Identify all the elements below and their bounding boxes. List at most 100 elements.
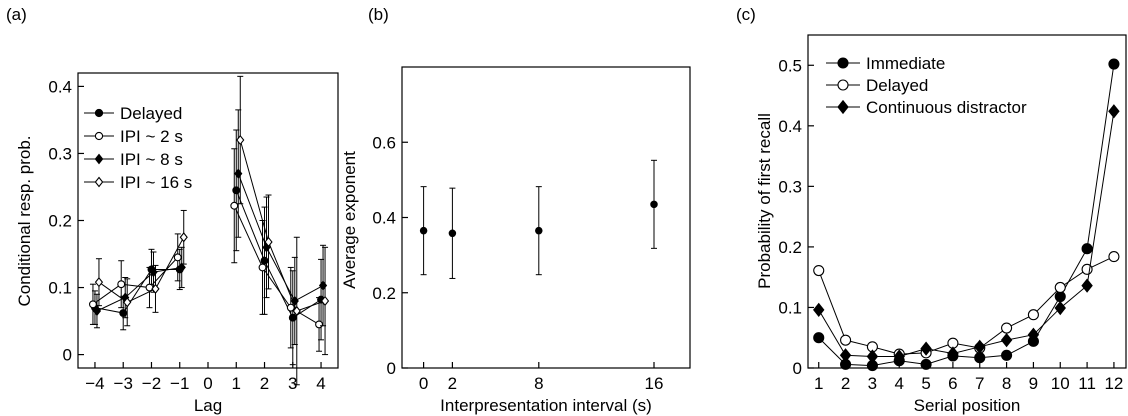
data-point bbox=[89, 300, 97, 309]
data-point bbox=[292, 305, 301, 317]
data-point bbox=[1054, 291, 1066, 303]
data-point bbox=[947, 346, 959, 361]
series-line bbox=[98, 237, 185, 303]
x-tick-label: 8 bbox=[1002, 374, 1011, 393]
y-tick-label: 0.3 bbox=[48, 144, 72, 163]
x-tick-label: 1 bbox=[232, 374, 241, 393]
legend-label-ipi-2-s: IPI ~ 2 s bbox=[120, 127, 183, 146]
x-tick-label: 1 bbox=[814, 374, 823, 393]
series-delayed bbox=[813, 251, 1120, 360]
data-point bbox=[1108, 251, 1120, 263]
data-point bbox=[650, 200, 658, 209]
legend-marker-immediate bbox=[837, 57, 849, 69]
x-tick-label: 2 bbox=[841, 374, 850, 393]
panel-b-label: (b) bbox=[368, 5, 389, 24]
panel-a-legend: Delayed IPI ~ 2 s IPI ~ 8 s IPI ~ 16 s bbox=[84, 104, 192, 192]
panel-a-label: (a) bbox=[6, 5, 27, 24]
data-point bbox=[117, 280, 126, 289]
y-tick-label: 0.4 bbox=[372, 209, 396, 228]
series-ipi-16-s bbox=[94, 75, 330, 386]
data-point bbox=[151, 283, 160, 295]
series-line bbox=[239, 139, 326, 312]
legend-label-continuous-distractor: Continuous distractor bbox=[866, 98, 1027, 117]
data-point bbox=[1001, 322, 1013, 334]
x-tick-label: 0 bbox=[203, 374, 212, 393]
panel-a-y-axis-label: Conditional resp. prob. bbox=[15, 135, 34, 306]
panel-b-x-axis-label: Interpresentation interval (s) bbox=[440, 396, 652, 415]
x-tick-label: −1 bbox=[170, 374, 189, 393]
panel-a-x-ticks: −4 −3 −2 −1 0 1 2 3 4 bbox=[85, 362, 326, 393]
y-tick-label: 0.1 bbox=[48, 279, 72, 298]
data-point bbox=[840, 334, 852, 346]
y-tick-label: 0.6 bbox=[372, 133, 396, 152]
series-line bbox=[818, 111, 1115, 357]
data-point bbox=[839, 348, 852, 363]
data-point bbox=[230, 201, 239, 210]
x-tick-label: 3 bbox=[288, 374, 297, 393]
panel-c-y-axis-label: Probability of first recall bbox=[755, 113, 774, 289]
panel-b-x-ticks: 0 2 8 16 bbox=[419, 362, 664, 393]
x-tick-label: 12 bbox=[1104, 374, 1123, 393]
data-point bbox=[813, 264, 825, 277]
data-point bbox=[315, 320, 323, 329]
legend-marker-delayed bbox=[94, 108, 104, 118]
x-tick-label: 9 bbox=[1029, 374, 1038, 393]
data-point bbox=[535, 226, 543, 235]
data-point bbox=[1000, 333, 1013, 348]
legend-marker-delayed bbox=[837, 79, 849, 91]
data-point bbox=[974, 339, 986, 354]
data-point bbox=[258, 263, 267, 272]
data-point bbox=[236, 134, 245, 146]
panel-c: (c) 1 2 3 4 5 6 7 8 9 10 11 12 00.10.20.30.40.5 Imm… bbox=[736, 5, 1127, 415]
panel-b-y-axis-label: Average exponent bbox=[340, 151, 359, 289]
x-tick-label: 7 bbox=[975, 374, 984, 393]
series-line bbox=[237, 173, 324, 302]
panel-c-x-axis-label: Serial position bbox=[914, 396, 1021, 415]
legend-label-delayed: Delayed bbox=[866, 76, 928, 95]
data-point bbox=[1108, 104, 1120, 119]
x-tick-label: 16 bbox=[645, 374, 664, 393]
data-point bbox=[1081, 278, 1093, 293]
series-average-exponent bbox=[419, 159, 658, 279]
series-line bbox=[94, 268, 180, 314]
data-point bbox=[92, 305, 102, 317]
panel-c-y-ticks: 0 0.1 0.2 0.3 0.4 0.5 bbox=[778, 56, 814, 378]
panel-b: (b) 0 2 8 16 0 0.2 0.4 0.6 Interpresentation i… bbox=[340, 5, 691, 415]
legend-label-ipi-16-s: IPI ~ 16 s bbox=[120, 173, 192, 192]
legend-label-delayed: Delayed bbox=[120, 104, 182, 123]
x-tick-label: 4 bbox=[895, 374, 904, 393]
data-point bbox=[419, 226, 428, 235]
legend-marker-ipi-2-s bbox=[94, 131, 104, 141]
y-tick-label: 0.3 bbox=[778, 177, 802, 196]
x-tick-label: −4 bbox=[85, 374, 104, 393]
y-tick-label: 0 bbox=[387, 359, 396, 378]
x-tick-label: 0 bbox=[419, 374, 428, 393]
y-tick-label: 0.2 bbox=[778, 238, 802, 257]
panel-c-x-ticks: 1 2 3 4 5 6 7 8 9 10 11 12 bbox=[814, 362, 1123, 393]
data-point bbox=[1081, 243, 1093, 255]
data-point bbox=[920, 341, 932, 356]
panel-c-legend: Immediate Delayed Continuous distractor bbox=[826, 54, 1027, 117]
series-line bbox=[235, 190, 322, 319]
data-point bbox=[179, 232, 188, 243]
legend-label-immediate: Immediate bbox=[866, 54, 945, 73]
y-tick-label: 0.2 bbox=[48, 212, 72, 231]
y-tick-label: 0.1 bbox=[778, 298, 802, 317]
x-tick-label: 3 bbox=[868, 374, 877, 393]
data-point bbox=[1108, 58, 1120, 70]
panel-c-frame bbox=[807, 34, 1127, 369]
data-point bbox=[286, 303, 295, 312]
data-point bbox=[1054, 281, 1066, 294]
panel-a-frame bbox=[77, 72, 339, 369]
series-ipi-2-s bbox=[89, 148, 323, 352]
data-point bbox=[1027, 327, 1040, 342]
panel-b-frame bbox=[401, 66, 691, 369]
series-immediate bbox=[813, 58, 1120, 372]
data-point bbox=[1027, 309, 1039, 321]
x-tick-label: 5 bbox=[921, 374, 930, 393]
data-point bbox=[920, 358, 932, 370]
legend-marker-ipi-8-s bbox=[94, 153, 104, 165]
series-line bbox=[233, 205, 320, 325]
legend-label-ipi-8-s: IPI ~ 8 s bbox=[120, 150, 183, 169]
